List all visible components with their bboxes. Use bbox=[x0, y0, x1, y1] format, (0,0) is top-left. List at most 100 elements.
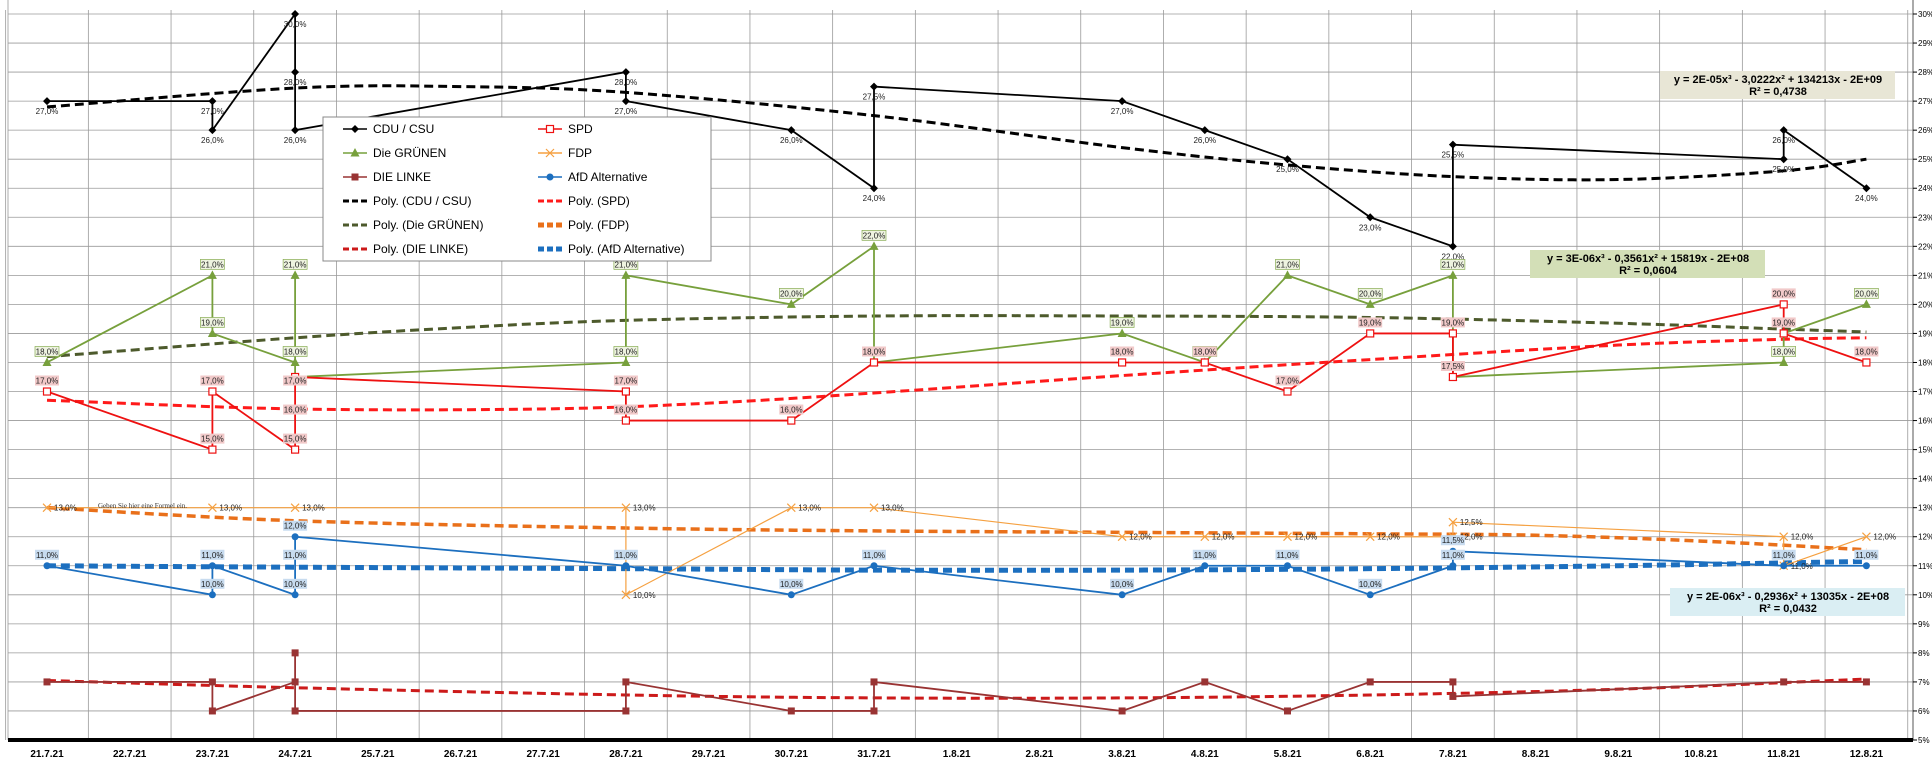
data-label-box bbox=[1440, 361, 1465, 371]
data-label: 27,0% bbox=[1111, 107, 1134, 116]
data-point-marker bbox=[208, 678, 216, 686]
data-point-marker bbox=[786, 299, 796, 308]
x-tick-label: 31.7.21 bbox=[857, 749, 891, 760]
data-label: 22,0% bbox=[1442, 252, 1465, 261]
data-point-marker bbox=[1117, 328, 1127, 337]
data-label-box bbox=[1854, 288, 1879, 299]
data-label-box bbox=[35, 549, 59, 560]
data-point-marker bbox=[1448, 140, 1457, 149]
data-point-marker bbox=[43, 97, 51, 106]
data-label: 18,0% bbox=[1854, 346, 1879, 357]
equation-box bbox=[1670, 588, 1905, 616]
data-point-marker bbox=[208, 126, 217, 135]
data-label-text: 19,0% bbox=[201, 318, 224, 327]
formula-placeholder: Geben Sie hier eine Formel ein. bbox=[98, 502, 187, 510]
data-label: 18,0% bbox=[282, 346, 308, 357]
data-label-text: 16,0% bbox=[284, 406, 307, 415]
data-label: 12,0% bbox=[1873, 533, 1896, 542]
data-label-box bbox=[1854, 346, 1879, 357]
data-label-text: 20,0% bbox=[780, 289, 803, 298]
data-point-marker bbox=[1448, 372, 1458, 382]
data-label-text: 21,0% bbox=[1276, 260, 1299, 269]
data-label: 26,0% bbox=[1193, 136, 1216, 145]
data-point-marker bbox=[1118, 591, 1126, 599]
data-point-marker bbox=[207, 270, 217, 279]
data-label-text: 12,0% bbox=[1791, 533, 1814, 542]
data-label-text: 11,0% bbox=[615, 551, 637, 560]
data-label: 19,0% bbox=[1440, 317, 1465, 328]
data-label-text: 11,0% bbox=[863, 551, 885, 560]
x-axis: 21.7.21 22.7.21 23.7.21 24.7.21 25.7.21 26.7.… bbox=[30, 749, 1883, 760]
x-tick-label: 2.8.21 bbox=[1025, 749, 1053, 760]
legend-entry: Die GRÜNEN bbox=[343, 146, 446, 160]
legend-entry: Poly. (DIE LINKE) bbox=[343, 242, 468, 256]
data-point-marker bbox=[1861, 299, 1871, 308]
data-label-box bbox=[1109, 317, 1135, 328]
data-point-marker bbox=[870, 184, 878, 193]
data-label-box bbox=[862, 346, 886, 357]
data-label-box bbox=[1440, 535, 1465, 546]
data-label-text: 24,0% bbox=[1855, 194, 1878, 203]
data-label-text: 11,0% bbox=[201, 551, 223, 560]
data-label-text: 28,0% bbox=[284, 78, 307, 87]
data-point-marker bbox=[1779, 155, 1788, 164]
data-label: 27,0% bbox=[201, 107, 224, 116]
y-tick-label: 10% bbox=[1918, 591, 1932, 600]
y-tick-label: 14% bbox=[1918, 475, 1932, 484]
data-label-text: 11,0% bbox=[1855, 551, 1877, 560]
data-label-box bbox=[1771, 549, 1796, 560]
series-line bbox=[47, 507, 1867, 596]
trend-equation: y = 2E-05x³ - 3,0222x² + 134213x - 2E+09… bbox=[1660, 71, 1895, 99]
data-label: 11,0% bbox=[1771, 549, 1796, 560]
data-label-text: 30,0% bbox=[284, 20, 307, 29]
data-point-marker bbox=[1779, 357, 1789, 366]
data-point-marker bbox=[545, 148, 555, 158]
data-label-text: 12,0% bbox=[1460, 533, 1483, 542]
data-label-box bbox=[1358, 317, 1383, 328]
data-label-box bbox=[1110, 578, 1135, 589]
data-label: 12,0% bbox=[1129, 533, 1152, 542]
data-label-text: 22,0% bbox=[863, 231, 886, 240]
data-label-text: 11,0% bbox=[1773, 551, 1795, 560]
data-label-text: 10,0% bbox=[1111, 580, 1134, 589]
data-label-box bbox=[1440, 317, 1465, 328]
data-point-marker bbox=[786, 503, 796, 513]
data-label-text: 26,0% bbox=[780, 136, 803, 145]
data-point-marker bbox=[545, 124, 555, 134]
x-tick-label: 4.8.21 bbox=[1191, 749, 1219, 760]
trend-equations: y = 2E-05x³ - 3,0222x² + 134213x - 2E+09… bbox=[1530, 71, 1905, 616]
y-tick-label: 16% bbox=[1918, 417, 1932, 426]
legend-entry: FDP bbox=[538, 146, 592, 160]
data-label-text: 18,0% bbox=[284, 347, 307, 356]
x-tick-label: 7.8.21 bbox=[1439, 749, 1467, 760]
data-label: 18,0% bbox=[1110, 346, 1135, 357]
data-label-box bbox=[862, 549, 886, 560]
data-label: 27,0% bbox=[36, 107, 59, 116]
y-tick-label: 23% bbox=[1918, 213, 1932, 222]
data-label: 19,0% bbox=[1109, 317, 1135, 328]
data-label: 11,0% bbox=[35, 549, 59, 560]
x-tick-label: 24.7.21 bbox=[278, 749, 312, 760]
data-label-text: 11,0% bbox=[1442, 551, 1464, 560]
y-tick-label: 6% bbox=[1918, 707, 1930, 716]
data-label-box bbox=[861, 230, 887, 241]
equation-box bbox=[1660, 71, 1895, 99]
x-tick-label: 5.8.21 bbox=[1274, 749, 1302, 760]
legend-label: Poly. (DIE LINKE) bbox=[373, 242, 468, 256]
data-label: 19,0% bbox=[200, 317, 225, 328]
data-label: 17,0% bbox=[613, 375, 638, 386]
data-label-box bbox=[613, 549, 638, 560]
legend-label: Poly. (AfD Alternative) bbox=[568, 242, 684, 256]
data-label-box bbox=[283, 433, 308, 444]
legend-entry: AfD Alternative bbox=[538, 170, 648, 184]
data-point-marker bbox=[787, 126, 796, 135]
data-label: 25,0% bbox=[1276, 165, 1299, 174]
data-label-text: 27,5% bbox=[863, 93, 886, 102]
data-label-text: 17,0% bbox=[201, 377, 224, 386]
data-label: 26,0% bbox=[1772, 136, 1795, 145]
data-point-marker bbox=[1201, 678, 1209, 686]
data-label-box bbox=[1192, 549, 1217, 560]
legend-label: FDP bbox=[568, 146, 592, 160]
data-label: 20,0% bbox=[1357, 288, 1383, 299]
data-point-marker bbox=[1283, 532, 1292, 542]
